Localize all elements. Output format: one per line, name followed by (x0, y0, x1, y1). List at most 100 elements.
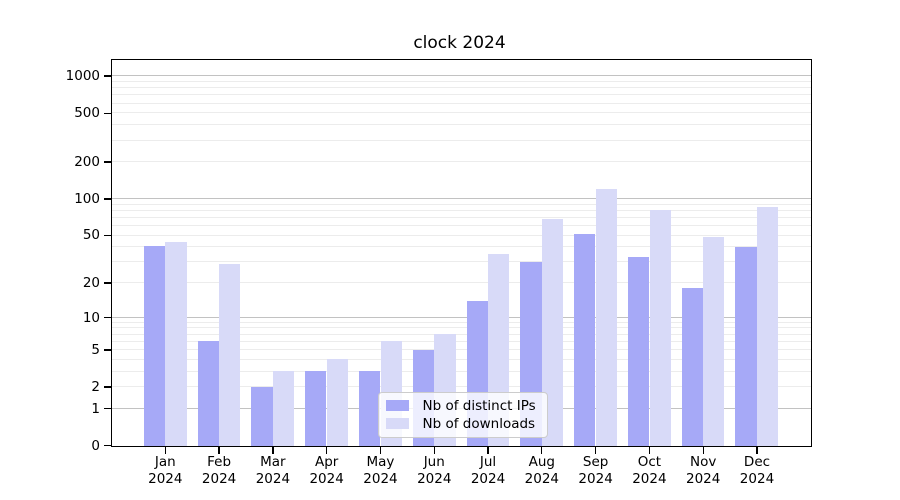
x-tick-mark-dec (756, 447, 758, 454)
bar-distinct-ips-nov (681, 288, 703, 446)
y-tick-mark-5 (103, 349, 111, 351)
y-tick-label-500: 500 (74, 105, 100, 122)
minor-gridline-50 (111, 234, 811, 236)
minor-gridline-9 (111, 321, 811, 323)
x-tick-label-sep: Sep 2024 (578, 454, 613, 487)
x-tick-mark-nov (702, 447, 704, 454)
legend-swatch-downloads (385, 418, 409, 429)
bar-downloads-aug (541, 219, 564, 446)
bar-distinct-ips-dec (735, 246, 757, 446)
x-tick-mark-jul (487, 447, 489, 454)
minor-gridline-800 (111, 87, 811, 89)
y-tick-mark-100 (103, 198, 111, 200)
bar-distinct-ips-feb (197, 341, 219, 446)
minor-gridline-8 (111, 327, 811, 329)
x-tick-mark-aug (541, 447, 543, 454)
y-tick-label-20: 20 (82, 274, 100, 291)
y-tick-mark-20 (103, 282, 111, 284)
legend-swatch-distinct-ips (385, 400, 409, 411)
x-tick-mark-apr (326, 447, 328, 454)
x-tick-label-jun: Jun 2024 (417, 454, 452, 487)
x-tick-label-mar: Mar 2024 (255, 454, 291, 487)
chart-title: clock 2024 (413, 33, 506, 53)
x-tick-mark-may (379, 447, 382, 454)
y-tick-mark-0 (103, 445, 111, 447)
y-tick-label-200: 200 (74, 154, 100, 171)
y-tick-label-0: 0 (91, 437, 100, 454)
bar-distinct-ips-jan (143, 245, 165, 446)
minor-gridline-30 (111, 261, 811, 263)
minor-gridline-200 (111, 161, 811, 163)
plot-area: Nb of distinct IPs Nb of downloads (110, 58, 812, 447)
x-tick-mark-jun (433, 447, 435, 454)
legend-row-ips: Nb of distinct IPs (385, 397, 540, 414)
x-tick-mark-jan (164, 447, 166, 454)
y-tick-label-1: 1 (91, 400, 100, 417)
minor-gridline-2 (111, 386, 811, 388)
bar-distinct-ips-may (358, 371, 381, 446)
x-tick-label-apr: Apr 2024 (309, 454, 344, 487)
minor-gridline-90 (111, 203, 811, 205)
y-tick-mark-1000 (103, 75, 111, 77)
bar-distinct-ips-apr (305, 371, 327, 446)
minor-gridline-80 (111, 209, 811, 211)
minor-gridline-7 (111, 333, 811, 335)
x-tick-label-may: May 2024 (363, 454, 398, 487)
x-tick-mark-sep (594, 447, 597, 454)
minor-gridline-500 (111, 112, 811, 114)
x-tick-mark-feb (218, 447, 220, 454)
minor-gridline-3 (111, 370, 811, 372)
x-tick-label-dec: Dec 2024 (739, 454, 775, 487)
x-tick-mark-mar (272, 447, 274, 454)
bar-distinct-ips-sep (574, 234, 596, 446)
y-tick-mark-50 (103, 234, 111, 237)
x-tick-label-jul: Jul 2024 (470, 454, 506, 487)
bar-downloads-dec (757, 207, 779, 446)
y-tick-label-50: 50 (82, 227, 100, 244)
minor-gridline-600 (111, 102, 811, 104)
y-tick-label-1000: 1000 (65, 68, 100, 85)
bar-distinct-ips-oct (627, 256, 650, 446)
minor-gridline-70 (111, 216, 811, 218)
minor-gridline-20 (111, 282, 811, 284)
y-tick-mark-1 (103, 408, 111, 410)
minor-gridline-700 (111, 94, 811, 96)
bar-downloads-apr (326, 359, 348, 446)
x-tick-label-aug: Aug 2024 (524, 454, 559, 487)
y-tick-label-5: 5 (91, 341, 100, 358)
y-tick-label-100: 100 (74, 190, 100, 207)
minor-gridline-40 (111, 246, 811, 248)
x-tick-mark-oct (648, 447, 651, 454)
minor-gridline-5 (111, 349, 811, 351)
legend-row-downloads: Nb of downloads (385, 415, 540, 432)
major-gridline-10 (111, 316, 811, 318)
major-gridline-1000 (111, 75, 811, 77)
x-tick-label-jan: Jan 2024 (148, 454, 183, 487)
legend-label-distinct-ips: Nb of distinct IPs (422, 397, 536, 414)
minor-gridline-4 (111, 358, 811, 360)
bar-downloads-nov (703, 237, 725, 446)
bar-downloads-mar (272, 371, 295, 446)
legend: Nb of distinct IPs Nb of downloads (377, 391, 548, 438)
x-tick-label-oct: Oct 2024 (632, 454, 667, 487)
y-tick-mark-500 (103, 112, 111, 114)
y-tick-label-10: 10 (82, 309, 100, 326)
major-gridline-100 (111, 198, 811, 200)
minor-gridline-60 (111, 225, 811, 227)
y-tick-mark-10 (103, 316, 111, 319)
bar-downloads-jan (165, 241, 187, 446)
plot-inner (111, 60, 811, 446)
x-tick-label-feb: Feb 2024 (201, 454, 237, 487)
x-tick-label-nov: Nov 2024 (686, 454, 721, 487)
minor-gridline-900 (111, 80, 811, 82)
y-tick-mark-200 (103, 161, 111, 163)
minor-gridline-6 (111, 340, 811, 342)
legend-label-downloads: Nb of downloads (422, 415, 536, 432)
minor-gridline-400 (111, 124, 811, 126)
bar-downloads-feb (219, 263, 241, 446)
minor-gridline-300 (111, 139, 811, 141)
bar-distinct-ips-mar (251, 386, 273, 446)
y-tick-mark-2 (103, 386, 111, 388)
y-tick-label-2: 2 (91, 379, 100, 396)
